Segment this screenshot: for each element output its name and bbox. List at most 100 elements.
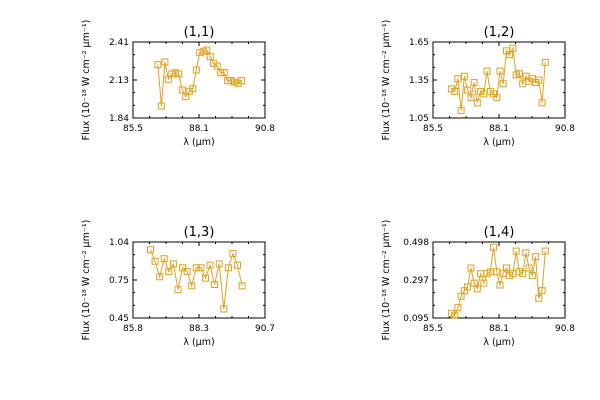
y-axis-label: Flux (10⁻¹⁸ W cm⁻² μm⁻¹) <box>81 220 92 341</box>
data-point <box>512 247 520 255</box>
chart-panel-4: (1,4) 85.5 88.1 90.8 0.095 0.297 0.498 λ (μm) Fl… <box>381 220 575 348</box>
data-point <box>457 106 465 114</box>
data-point <box>519 270 527 278</box>
data-point <box>147 246 154 254</box>
chart-title: (1,4) <box>484 225 515 240</box>
y-axis-label: Flux (10⁻¹⁸ W cm⁻² μm⁻¹) <box>381 220 392 341</box>
data-point <box>179 264 187 272</box>
y-axis-label: Flux (10⁻¹⁸ W cm⁻² μm⁻¹) <box>81 20 92 141</box>
data-point <box>234 261 241 269</box>
data-point <box>503 264 510 272</box>
data-point <box>467 94 475 102</box>
chart-panel-1: (1,1) 85.5 88.1 90.8 1.84 2.13 2.41 λ (μm) Flux … <box>81 20 275 148</box>
data-point <box>473 99 481 107</box>
data-point <box>464 283 472 291</box>
data-point <box>157 102 165 110</box>
data-point <box>541 247 549 255</box>
data-point <box>202 274 209 282</box>
x-axis-label: λ (μm) <box>483 337 514 348</box>
data-point <box>206 53 214 61</box>
data-point <box>151 257 159 265</box>
chart-title: (1,3) <box>184 225 215 240</box>
data-point <box>451 311 459 319</box>
data-point <box>525 264 533 272</box>
series-line <box>451 247 546 316</box>
data-point <box>490 243 497 251</box>
x-tick-label: 85.5 <box>423 124 443 134</box>
y-tick-label: 1.65 <box>409 38 429 48</box>
data-point <box>220 69 228 77</box>
chart-title: (1,2) <box>484 25 515 40</box>
x-tick-label: 85.8 <box>123 324 143 334</box>
x-tick-label: 85.5 <box>123 124 143 134</box>
data-point <box>535 294 543 302</box>
chart-panel-3: (1,3) 85.8 88.3 90.7 0.45 0.75 1.04 λ (μm) Flux … <box>81 220 275 348</box>
data-point <box>229 250 237 258</box>
y-tick-label: 0.095 <box>403 314 429 324</box>
y-tick-label: 0.297 <box>403 276 429 286</box>
data-point <box>496 67 504 75</box>
y-tick-label: 2.13 <box>109 76 129 86</box>
y-tick-label: 1.04 <box>109 238 129 248</box>
plot-frame <box>132 241 266 319</box>
data-point <box>238 282 246 290</box>
x-tick-label: 90.7 <box>255 324 275 334</box>
x-tick-label: 90.8 <box>555 124 575 134</box>
data-point <box>454 304 462 312</box>
data-point <box>197 264 205 272</box>
data-point <box>535 76 543 84</box>
y-tick-label: 0.75 <box>109 276 129 286</box>
data-point <box>213 62 221 70</box>
x-tick-label: 88.1 <box>489 124 509 134</box>
data-point <box>161 58 169 66</box>
data-point <box>175 70 183 78</box>
data-point <box>496 281 504 289</box>
y-tick-label: 1.35 <box>409 76 429 86</box>
y-tick-label: 0.45 <box>109 314 129 324</box>
data-point <box>541 58 549 66</box>
data-point <box>211 281 219 288</box>
x-tick-label: 88.1 <box>489 324 509 334</box>
chart-title: (1,1) <box>184 25 215 40</box>
y-tick-label: 1.84 <box>109 114 129 124</box>
x-tick-label: 90.8 <box>255 124 275 134</box>
data-point <box>169 260 177 268</box>
x-axis-label: λ (μm) <box>483 137 514 148</box>
data-point <box>538 287 546 295</box>
y-tick-label: 0.498 <box>403 238 429 248</box>
data-point <box>238 77 246 85</box>
data-point <box>189 85 197 93</box>
data-point <box>203 46 211 54</box>
data-point <box>451 87 459 95</box>
data-point <box>178 86 186 94</box>
data-point <box>156 273 164 281</box>
data-point <box>499 80 507 88</box>
data-point <box>467 264 475 272</box>
data-point <box>464 86 472 94</box>
data-point <box>206 261 214 269</box>
data-point <box>528 272 536 280</box>
data-point <box>215 260 223 268</box>
data-point <box>509 44 517 52</box>
data-point <box>188 282 196 290</box>
y-axis-label: Flux (10⁻¹⁸ W cm⁻² μm⁻¹) <box>381 20 392 141</box>
data-point <box>192 264 200 272</box>
x-axis-label: λ (μm) <box>183 137 214 148</box>
x-tick-label: 88.3 <box>189 324 209 334</box>
data-point <box>538 99 546 107</box>
plot-frame <box>132 41 266 119</box>
chart-panel-2: (1,2) 85.5 88.1 90.8 1.05 1.35 1.65 λ (μm) Flux … <box>381 20 575 148</box>
data-point <box>480 279 488 287</box>
x-tick-label: 90.8 <box>555 324 575 334</box>
data-point <box>493 94 501 102</box>
data-point <box>522 249 530 257</box>
data-point <box>470 79 478 86</box>
data-point <box>220 305 228 313</box>
data-point <box>183 268 191 276</box>
x-tick-label: 85.5 <box>423 324 443 334</box>
x-axis-label: λ (μm) <box>183 337 214 348</box>
data-point <box>160 255 168 263</box>
data-point <box>532 253 540 261</box>
y-tick-label: 1.05 <box>409 114 429 124</box>
